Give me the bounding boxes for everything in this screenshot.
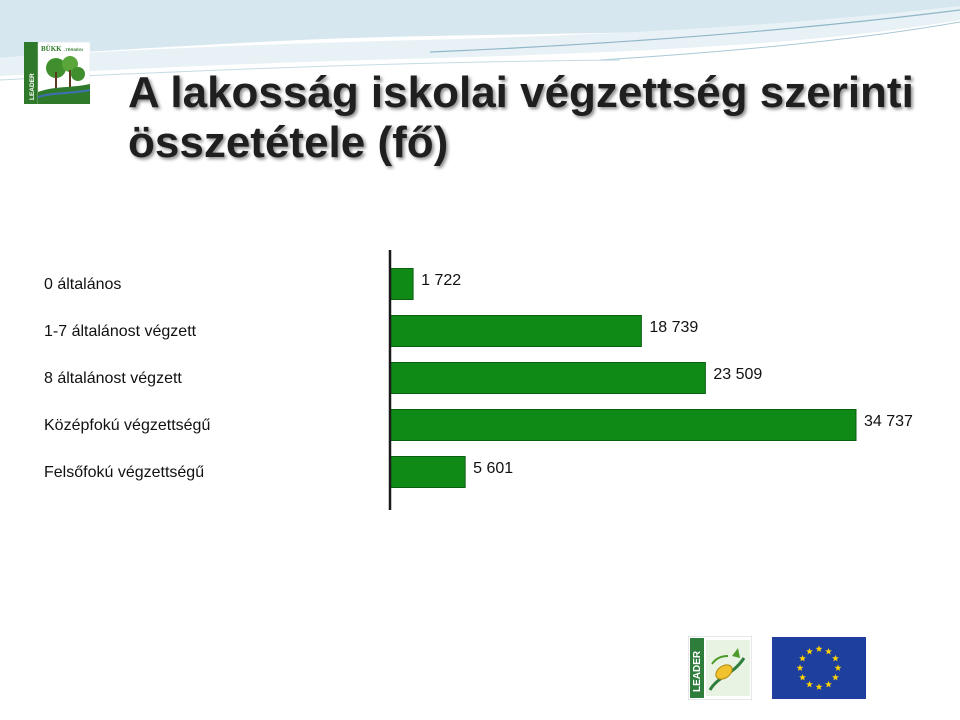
swoosh-band-soft: [0, 6, 960, 76]
eu-star-icon: [815, 683, 823, 690]
value-label: 23 509: [713, 366, 762, 383]
eu-star-icon: [825, 680, 832, 688]
eu-star-icon: [806, 647, 813, 655]
bar: [389, 456, 466, 488]
leader-logo: LEADER: [688, 636, 752, 700]
eu-star-icon: [799, 654, 806, 662]
swoosh-line-1: [429, 9, 960, 53]
slide-title: A lakosság iskolai végzettség szerinti ö…: [128, 68, 914, 167]
eu-flag: [772, 637, 866, 699]
bar: [389, 362, 706, 394]
swoosh-line-2: [599, 21, 960, 61]
category-label: Felsőfokú végzettségű: [44, 464, 204, 481]
svg-text:BÜKK: BÜKK: [41, 45, 62, 53]
svg-text:LEADER: LEADER: [29, 73, 36, 100]
category-label: Középfokú végzettségű: [44, 417, 210, 434]
education-bar-chart: 0 általános 1 722 1-7 általánost végzett 18…: [44, 250, 913, 510]
eu-star-icon: [832, 654, 839, 662]
category-label: 8 általánost végzett: [44, 370, 182, 387]
category-label: 0 általános: [44, 276, 121, 293]
eu-star-icon: [815, 645, 823, 652]
eu-star-icon: [799, 673, 806, 681]
swoosh-band-light: [0, 0, 960, 58]
value-label: 5 601: [473, 460, 513, 477]
eu-star-icon: [806, 680, 813, 688]
eu-star-icon: [832, 673, 839, 681]
eu-star-icon: [834, 664, 842, 671]
svg-text:-TÉRSÉGI: -TÉRSÉGI: [64, 47, 83, 52]
svg-text:LEADER: LEADER: [692, 650, 703, 692]
category-label: 1-7 általánost végzett: [44, 323, 197, 340]
bar: [389, 409, 857, 441]
footer-logos: LEADER: [688, 636, 868, 702]
value-label: 1 722: [421, 272, 461, 289]
bukk-leader-logo-graphic: BÜKK -TÉRSÉGI LEADER: [24, 41, 91, 105]
eu-star-icon: [796, 664, 804, 671]
bar: [389, 268, 414, 300]
header-swoosh: [0, 0, 960, 81]
bukk-leader-logo: BÜKK -TÉRSÉGI LEADER: [24, 41, 91, 105]
bar: [389, 315, 642, 347]
eu-star-icon: [825, 647, 832, 655]
chart-area: 0 általános 1 722 1-7 általánost végzett 18…: [36, 246, 936, 514]
value-label: 18 739: [649, 319, 698, 336]
value-label: 34 737: [864, 413, 913, 430]
